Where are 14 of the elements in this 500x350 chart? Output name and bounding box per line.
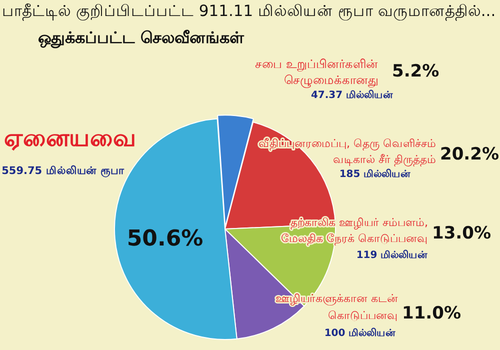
text: 47.37 மில்லியன் [310,89,394,101]
slice-label: ஏனையவை [4,124,136,152]
data-label: 13.0% [432,223,491,244]
data-label: 5.2% [392,61,440,82]
text: 100 மில்லியன் [324,327,396,339]
chart-subtitle: ஒதுக்கப்பட்ட செலவீனங்கள் [38,28,244,49]
slice-label: சபை உறுப்பினர்களின் செழுமைக்கானது [255,57,378,88]
data-label: 50.6% [126,226,204,252]
data-label: 20.2% [440,144,499,164]
text: 559.75 மில்லியன் ரூபா [2,164,124,178]
chart-title: பாதீட்டில் குறிப்பிடப்பட்ட 911.11 மில்லியன் ரூபா வருமானத்தில்... [2,2,496,22]
data-label: 11.0% [402,303,461,324]
text: 185 மில்லியன் [339,168,411,180]
text: 119 மில்லியன் [356,249,428,261]
